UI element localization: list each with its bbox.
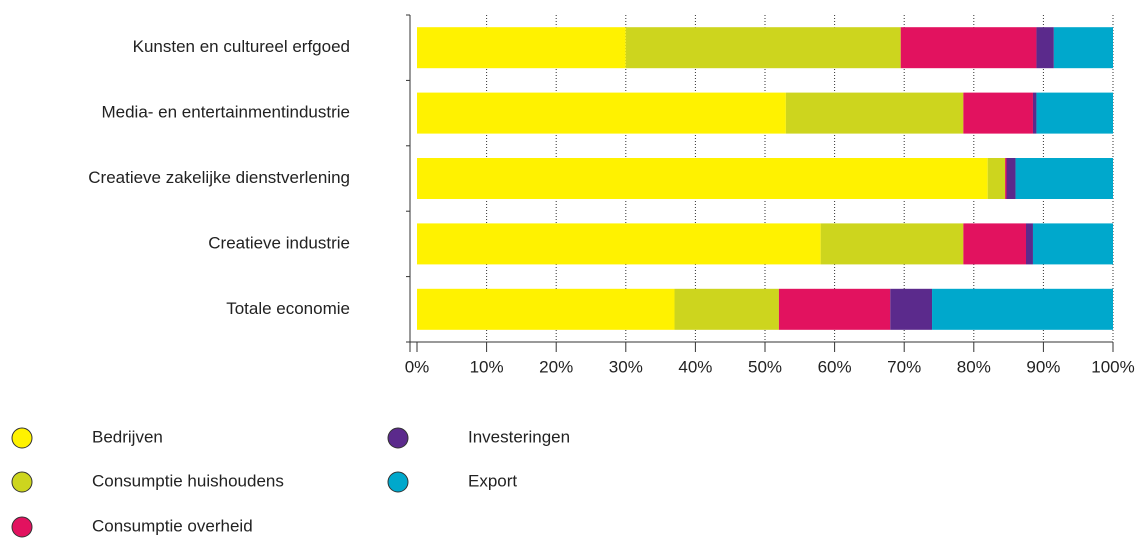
- x-tick-label: 40%: [678, 357, 712, 376]
- bar-segment: [890, 288, 933, 330]
- bar-segment: [417, 27, 626, 69]
- bar-segment: [1032, 92, 1037, 134]
- bar-segment: [417, 158, 988, 199]
- bar-segment: [785, 92, 964, 134]
- bar-segment: [1036, 27, 1054, 69]
- bar-segment: [1032, 223, 1113, 265]
- x-tick-label: 30%: [609, 357, 643, 376]
- legend-label: Consumptie huishoudens: [92, 471, 284, 490]
- x-tick-label: 80%: [957, 357, 991, 376]
- bar-segment: [963, 92, 1033, 134]
- x-tick-label: 50%: [748, 357, 782, 376]
- bar-segment: [1026, 223, 1033, 265]
- x-tick-label: 10%: [470, 357, 504, 376]
- y-tick-label: Creatieve industrie: [208, 233, 350, 252]
- y-tick-label: Creatieve zakelijke dienstverlening: [88, 168, 350, 187]
- bar-segment: [1036, 92, 1113, 134]
- legend-swatch: [387, 427, 409, 449]
- legend-swatch: [11, 427, 33, 449]
- y-tick-label: Totale economie: [226, 299, 350, 318]
- bar-segment: [674, 288, 779, 330]
- x-tick-label: 90%: [1026, 357, 1060, 376]
- bar-segment: [932, 288, 1113, 330]
- legend-label: Export: [468, 471, 517, 490]
- bar-segment: [987, 158, 1006, 199]
- x-tick-label: 70%: [887, 357, 921, 376]
- y-tick-label: Kunsten en cultureel erfgoed: [133, 37, 350, 56]
- bar-segment: [1006, 158, 1016, 199]
- x-tick-label: 100%: [1091, 357, 1134, 376]
- bar-segment: [625, 27, 901, 69]
- x-tick-label: 0%: [405, 357, 430, 376]
- legend-swatch: [387, 471, 409, 493]
- bar-segment: [417, 288, 675, 330]
- x-tick-label: 20%: [539, 357, 573, 376]
- legend-swatch: [11, 516, 33, 538]
- bar-segment: [417, 223, 821, 265]
- bar-segment: [1005, 158, 1007, 199]
- legend-label: Investeringen: [468, 427, 570, 446]
- legend-label: Bedrijven: [92, 427, 163, 446]
- bar-segment: [963, 223, 1026, 265]
- bar-segment: [778, 288, 891, 330]
- bar-segment: [1015, 158, 1113, 199]
- y-tick-label: Media- en entertainmentindustrie: [101, 103, 350, 122]
- legend-label: Consumptie overheid: [92, 516, 253, 535]
- legend-swatch: [11, 471, 33, 493]
- bar-segment: [900, 27, 1037, 69]
- bar-segment: [417, 92, 786, 134]
- bar-segment: [820, 223, 964, 265]
- bar-segment: [1053, 27, 1113, 69]
- x-tick-label: 60%: [818, 357, 852, 376]
